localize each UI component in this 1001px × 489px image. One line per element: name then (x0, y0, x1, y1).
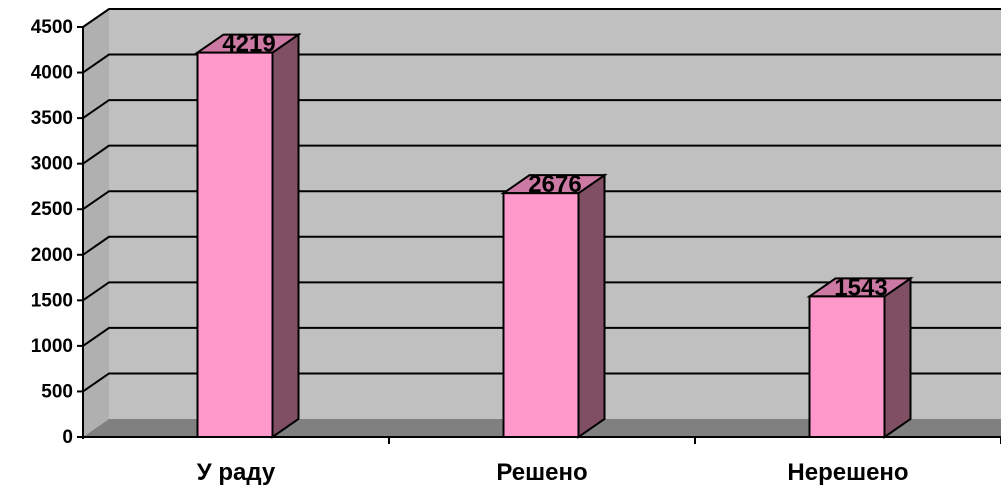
gridline (82, 281, 1001, 302)
y-tick-label: 1500 (31, 290, 73, 311)
y-tick-label: 2000 (31, 245, 73, 266)
x-category-label: Решено (496, 459, 587, 486)
gridline (82, 190, 1001, 211)
data-label: 2676 (528, 171, 581, 198)
x-category-label: Нерешено (787, 459, 908, 486)
gridline (82, 8, 1001, 28)
y-tick-label: 2500 (31, 199, 73, 220)
bar-side-face (271, 32, 300, 439)
y-tick-label: 500 (41, 381, 73, 402)
gridline (82, 144, 1001, 165)
y-tick-label: 4500 (31, 17, 73, 38)
bar (806, 276, 914, 439)
gridline (82, 326, 1001, 347)
bar-front-face (502, 192, 580, 438)
bar (500, 173, 608, 439)
gridline (82, 99, 1001, 119)
gridline (82, 235, 1001, 256)
data-label: 1543 (834, 274, 887, 301)
y-tick-label: 3500 (31, 108, 73, 129)
y-tick-label: 4000 (31, 63, 73, 84)
data-label: 4219 (222, 31, 275, 58)
bar-front-face (808, 295, 886, 438)
bar (194, 32, 302, 439)
bar-side-face (883, 276, 912, 439)
y-tick-label: 3000 (31, 154, 73, 175)
x-category-label: У раду (197, 459, 276, 486)
gridline (82, 53, 1001, 74)
plot-side-wall (83, 9, 109, 437)
y-tick-label: 1000 (31, 336, 73, 357)
bar-front-face (196, 51, 274, 438)
bar-side-face (577, 173, 606, 439)
gridline (82, 372, 1001, 393)
y-tick-label: 0 (62, 427, 73, 448)
